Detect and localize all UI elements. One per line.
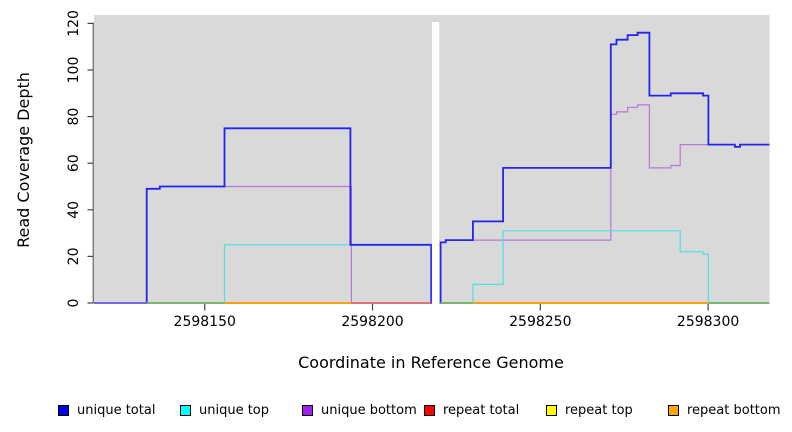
chart-generated-content: 2598150 2598200 2598250 2598300 0 20 40 60 80 100… xyxy=(66,10,770,330)
legend-swatch xyxy=(424,404,435,416)
legend-swatch xyxy=(302,404,313,416)
legend-swatch xyxy=(180,404,191,416)
legend-item-repeat-top: repeat top xyxy=(546,401,633,419)
legend-item-unique-bottom: unique bottom xyxy=(302,401,417,419)
legend-label: unique top xyxy=(199,402,270,418)
legend-item-repeat-total: repeat total xyxy=(424,401,519,419)
x-tick-label: 2598200 xyxy=(341,314,403,330)
y-tick-label: 80 xyxy=(66,108,82,126)
y-tick-label: 0 xyxy=(66,299,82,308)
legend-label: repeat total xyxy=(443,402,520,418)
legend-label: unique total xyxy=(77,402,156,418)
coverage-gap-band xyxy=(431,22,440,305)
legend-swatch xyxy=(546,404,557,416)
legend-swatch xyxy=(668,404,679,416)
legend-item-repeat-bottom: repeat bottom xyxy=(668,401,781,419)
legend-label: unique bottom xyxy=(321,402,417,418)
y-tick-label: 60 xyxy=(66,154,82,172)
y-tick-label: 20 xyxy=(66,247,82,265)
series-line-unique-total xyxy=(439,31,770,304)
legend-swatch xyxy=(58,404,69,416)
legend-item-unique-total: unique total xyxy=(58,401,155,419)
legend-label: repeat top xyxy=(565,402,633,418)
x-tick-label: 2598300 xyxy=(677,314,739,330)
y-axis-title: Read Coverage Depth xyxy=(14,72,33,248)
series-line-unique-top xyxy=(439,230,770,304)
x-tick-label: 2598150 xyxy=(174,314,236,330)
y-tick-label: 40 xyxy=(66,201,82,219)
series-line-unique-total xyxy=(94,127,434,304)
legend: unique total unique top unique bottom repea… xyxy=(0,401,792,423)
legend-label: repeat bottom xyxy=(687,402,781,418)
y-tick-label: 120 xyxy=(66,10,82,37)
y-tick-label: 100 xyxy=(66,57,82,84)
chart-canvas: 2598150 2598200 2598250 2598300 0 20 40 60 80 100… xyxy=(14,10,770,372)
x-tick-label: 2598250 xyxy=(509,314,571,330)
legend-item-unique-top: unique top xyxy=(180,401,269,419)
x-axis-title: Coordinate in Reference Genome xyxy=(298,353,564,372)
